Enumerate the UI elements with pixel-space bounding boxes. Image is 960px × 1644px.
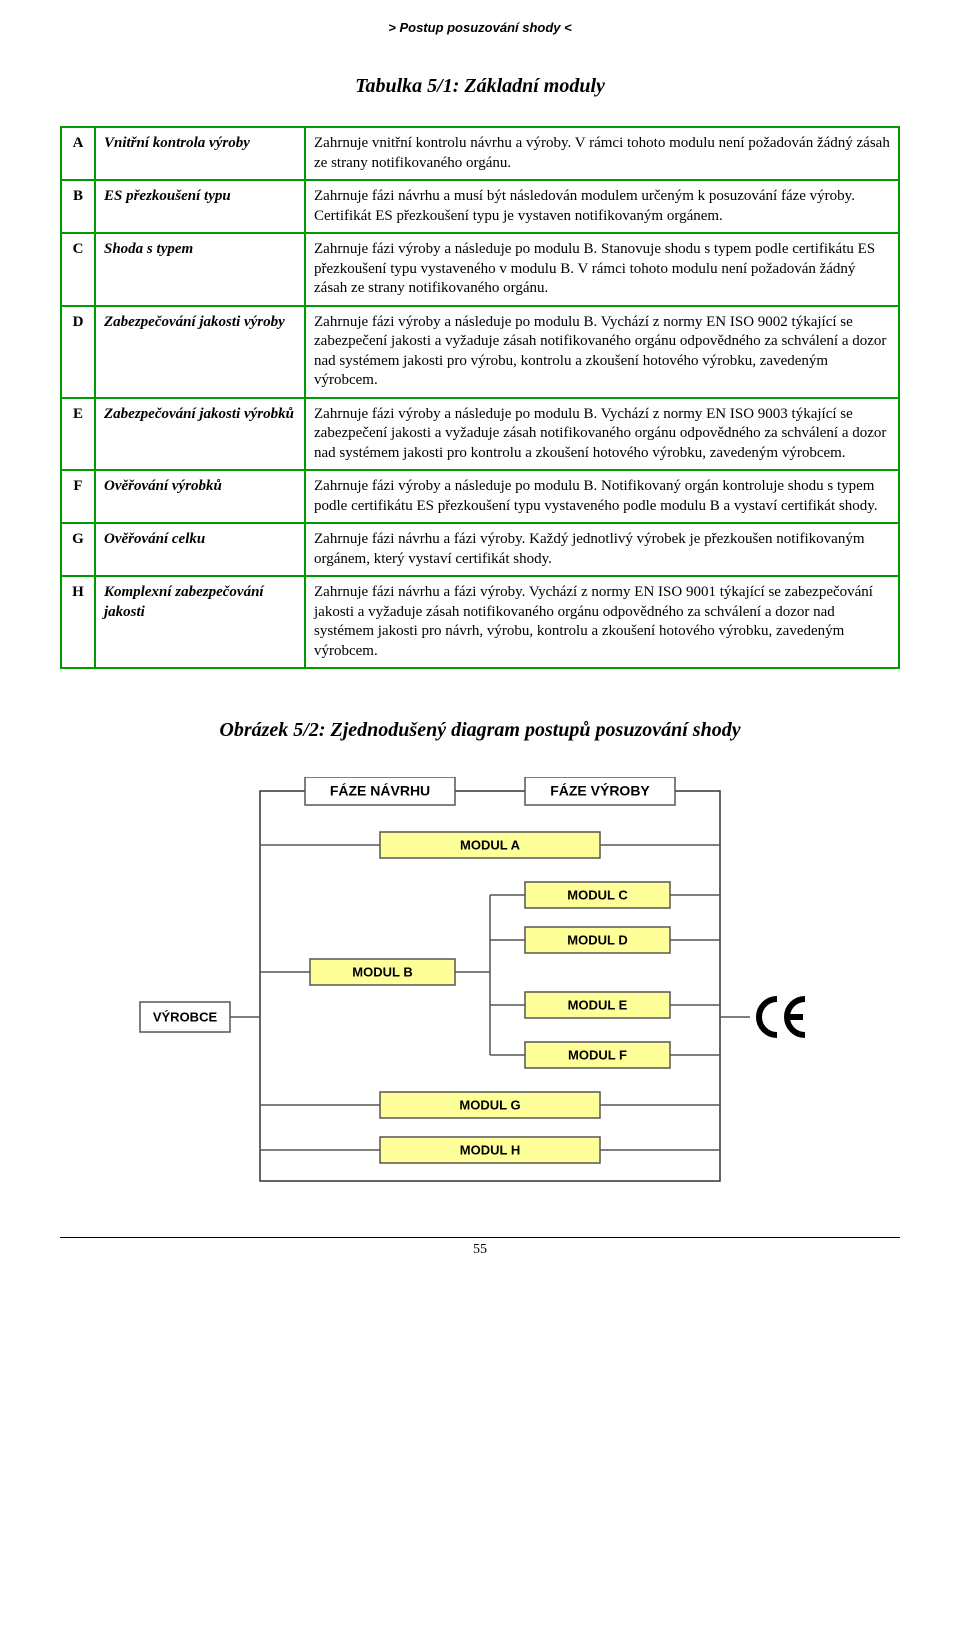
- table-row: AVnitřní kontrola výrobyZahrnuje vnitřní…: [61, 127, 899, 180]
- module-name: Komplexní zabezpečování jakosti: [95, 576, 305, 668]
- svg-text:MODUL G: MODUL G: [459, 1097, 520, 1112]
- module-letter: E: [61, 398, 95, 471]
- module-desc: Zahrnuje vnitřní kontrolu návrhu a výrob…: [305, 127, 899, 180]
- module-letter: H: [61, 576, 95, 668]
- modules-diagram: FÁZE NÁVRHU FÁZE VÝROBY VÝROBCE MODUL A MODU…: [130, 777, 830, 1197]
- module-letter: A: [61, 127, 95, 180]
- table-row: CShoda s typemZahrnuje fázi výroby a nás…: [61, 233, 899, 306]
- svg-text:MODUL F: MODUL F: [568, 1047, 627, 1062]
- module-desc: Zahrnuje fázi výroby a následuje po modu…: [305, 306, 899, 398]
- module-desc: Zahrnuje fázi výroby a následuje po modu…: [305, 470, 899, 523]
- module-name: Shoda s typem: [95, 233, 305, 306]
- svg-text:MODUL A: MODUL A: [460, 837, 521, 852]
- table-row: HKomplexní zabezpečování jakostiZahrnuje…: [61, 576, 899, 668]
- svg-text:FÁZE VÝROBY: FÁZE VÝROBY: [550, 782, 650, 799]
- svg-text:MODUL H: MODUL H: [460, 1142, 520, 1157]
- svg-text:MODUL D: MODUL D: [567, 932, 627, 947]
- module-letter: D: [61, 306, 95, 398]
- module-name: Vnitřní kontrola výroby: [95, 127, 305, 180]
- table-row: DZabezpečování jakosti výrobyZahrnuje fá…: [61, 306, 899, 398]
- svg-text:FÁZE NÁVRHU: FÁZE NÁVRHU: [330, 783, 430, 799]
- module-desc: Zahrnuje fázi výroby a následuje po modu…: [305, 398, 899, 471]
- table-row: EZabezpečování jakosti výrobkůZahrnuje f…: [61, 398, 899, 471]
- page-header: > Postup posuzování shody <: [60, 20, 900, 35]
- module-letter: G: [61, 523, 95, 576]
- table-title: Tabulka 5/1: Základní moduly: [60, 75, 900, 98]
- module-name: ES přezkoušení typu: [95, 180, 305, 233]
- module-desc: Zahrnuje fázi návrhu a fázi výroby. Vych…: [305, 576, 899, 668]
- module-name: Zabezpečování jakosti výroby: [95, 306, 305, 398]
- figure-title: Obrázek 5/2: Zjednodušený diagram postup…: [60, 719, 900, 742]
- module-letter: B: [61, 180, 95, 233]
- module-name: Ověřování výrobků: [95, 470, 305, 523]
- table-row: BES přezkoušení typuZahrnuje fázi návrhu…: [61, 180, 899, 233]
- svg-text:MODUL C: MODUL C: [567, 887, 628, 902]
- module-desc: Zahrnuje fázi návrhu a musí být následov…: [305, 180, 899, 233]
- svg-text:MODUL B: MODUL B: [352, 964, 412, 979]
- module-name: Zabezpečování jakosti výrobků: [95, 398, 305, 471]
- svg-text:VÝROBCE: VÝROBCE: [153, 1009, 218, 1024]
- table-row: FOvěřování výrobkůZahrnuje fázi výroby a…: [61, 470, 899, 523]
- module-desc: Zahrnuje fázi výroby a následuje po modu…: [305, 233, 899, 306]
- diagram-container: FÁZE NÁVRHU FÁZE VÝROBY VÝROBCE MODUL A MODU…: [130, 777, 830, 1197]
- svg-text:MODUL E: MODUL E: [568, 997, 628, 1012]
- module-name: Ověřování celku: [95, 523, 305, 576]
- module-letter: C: [61, 233, 95, 306]
- table-row: GOvěřování celkuZahrnuje fázi návrhu a f…: [61, 523, 899, 576]
- module-desc: Zahrnuje fázi návrhu a fázi výroby. Každ…: [305, 523, 899, 576]
- module-letter: F: [61, 470, 95, 523]
- modules-table: AVnitřní kontrola výrobyZahrnuje vnitřní…: [60, 126, 900, 669]
- page-number: 55: [60, 1237, 900, 1258]
